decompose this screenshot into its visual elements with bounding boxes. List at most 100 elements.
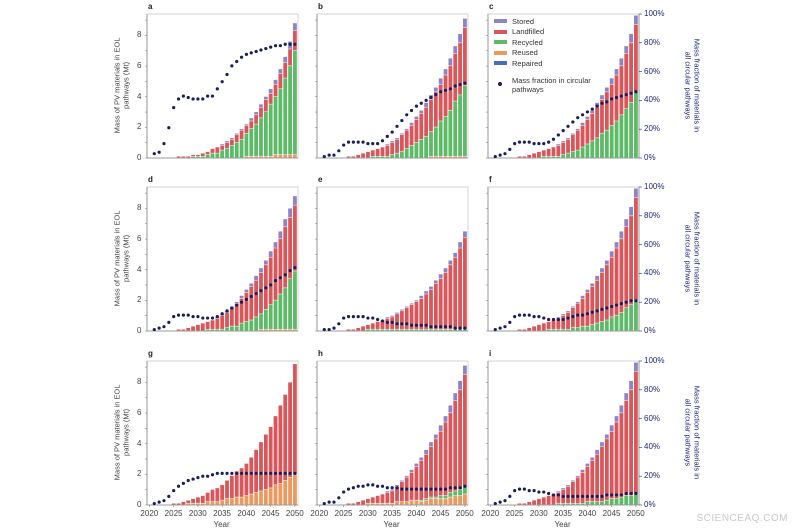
bar-segment-reused <box>244 156 249 158</box>
mass-fraction-dot <box>342 143 346 147</box>
bar-segment-recycled <box>609 317 614 331</box>
bar-segment-landfilled <box>604 265 609 320</box>
mass-fraction-dot <box>249 51 253 55</box>
bar-segment-landfilled <box>351 503 356 505</box>
bar-segment-landfilled <box>561 142 566 155</box>
bar-segment-reused <box>453 495 458 505</box>
bar-segment-landfilled <box>419 113 424 140</box>
bar-segment-landfilled <box>191 326 195 331</box>
mass-fraction-dot <box>498 153 502 157</box>
bar-segment-landfilled <box>551 494 556 505</box>
bar-segment-stored <box>419 110 424 114</box>
right-tick-label: 100% <box>644 182 665 191</box>
bar-segment-reused <box>278 154 283 158</box>
mass-fraction-dot <box>419 487 423 491</box>
bar-segment-reused <box>370 503 375 505</box>
bar-segment-recycled <box>404 148 409 158</box>
bar-segment-stored <box>273 79 278 84</box>
bar-segment-landfilled <box>229 308 234 326</box>
x-tick-label: 2050 <box>455 509 474 518</box>
bar-segment-recycled <box>210 329 215 331</box>
mass-fraction-dot <box>249 294 253 299</box>
bar-segment-stored <box>283 219 288 227</box>
bar-segment-recycled <box>463 86 467 156</box>
bar-segment-stored <box>424 291 429 294</box>
mass-fraction-dot <box>619 302 623 306</box>
bar-segment-landfilled <box>546 495 551 505</box>
mass-fraction-dot <box>595 494 599 498</box>
bar-segment-landfilled <box>366 151 370 158</box>
mass-fraction-dot <box>443 88 448 92</box>
mass-fraction-dot <box>371 142 375 146</box>
mass-fraction-dot <box>395 322 399 326</box>
bar-segment-recycled <box>390 154 395 158</box>
bar-segment-recycled <box>458 329 462 331</box>
mass-fraction-dot <box>585 494 590 498</box>
bar-segment-recycled <box>463 329 467 331</box>
bar-segment-stored <box>429 286 433 290</box>
bar-segment-recycled <box>619 115 624 158</box>
bar-segment-stored <box>595 275 600 280</box>
bar-segment-reused <box>380 503 385 505</box>
bar-segment-landfilled <box>433 439 438 497</box>
bar-segment-landfilled <box>356 327 361 331</box>
mass-fraction-dot <box>337 149 341 153</box>
bar-segment-recycled <box>551 156 556 158</box>
bar-segment-landfilled <box>424 107 429 137</box>
bar-segment-landfilled <box>171 503 176 505</box>
mass-fraction-dot <box>624 491 628 496</box>
bar-segment-stored <box>614 416 619 422</box>
bar-segment-reused <box>443 498 448 505</box>
bar-segment-reused <box>259 156 263 158</box>
bar-segment-recycled <box>239 323 244 331</box>
bar-segment-stored <box>463 18 467 28</box>
bar-segment-recycled <box>278 89 283 155</box>
bar-segment-landfilled <box>220 315 225 329</box>
bar-segment-landfilled <box>517 156 522 158</box>
bar-segment-reused <box>433 156 438 158</box>
bar-segment-landfilled <box>380 494 385 503</box>
mass-fraction-dot <box>332 500 336 504</box>
bar-segment-landfilled <box>288 49 292 66</box>
y-tick-label: 6 <box>137 234 142 244</box>
bar-segment-stored <box>263 96 268 100</box>
legend-swatch-recycled <box>494 40 507 45</box>
bar-segment-reused <box>268 329 273 331</box>
right-tick-label: 80% <box>644 37 661 47</box>
bar-segment-landfilled <box>351 329 356 331</box>
bar-segment-landfilled <box>191 498 195 503</box>
y-axis-title: Mass of PV materials in EOL pathways (Mt… <box>112 37 131 134</box>
bar-segment-reused <box>429 498 433 505</box>
bar-segment-stored <box>263 260 268 265</box>
mass-fraction-dot <box>527 489 531 493</box>
mass-fraction-dot <box>614 95 619 100</box>
legend-swatch-stored <box>494 19 507 24</box>
bar-segment-recycled <box>443 495 448 499</box>
bar-segment-landfilled <box>244 125 249 133</box>
mass-fraction-dot <box>463 326 467 330</box>
bar-segment-stored <box>395 138 399 140</box>
bar-segment-landfilled <box>293 205 297 271</box>
bar-segment-recycled <box>561 329 566 331</box>
bar-segment-recycled <box>278 294 283 329</box>
bar-segment-landfilled <box>556 145 561 156</box>
mass-fraction-dot <box>551 317 556 322</box>
bar-segment-stored <box>570 133 575 135</box>
bar-segment-landfilled <box>463 27 467 86</box>
mass-fraction-dot <box>458 486 462 490</box>
bar-segment-stored <box>385 144 390 146</box>
bar-segment-landfilled <box>263 434 268 490</box>
bar-segment-recycled <box>283 288 288 329</box>
bar-segment-landfilled <box>234 303 239 326</box>
mass-fraction-dot <box>346 487 351 491</box>
bar-segment-recycled <box>443 329 448 331</box>
bar-segment-landfilled <box>522 503 527 505</box>
bar-segment-reused <box>263 489 268 505</box>
mass-fraction-dot <box>385 134 389 138</box>
mass-fraction-dot <box>493 154 497 159</box>
bar-segment-landfilled <box>600 272 604 322</box>
bar-segment-recycled <box>438 121 443 156</box>
x-tick-label: 2025 <box>505 509 524 518</box>
bar-segment-recycled <box>551 329 556 331</box>
mass-fraction-dot <box>210 94 215 98</box>
